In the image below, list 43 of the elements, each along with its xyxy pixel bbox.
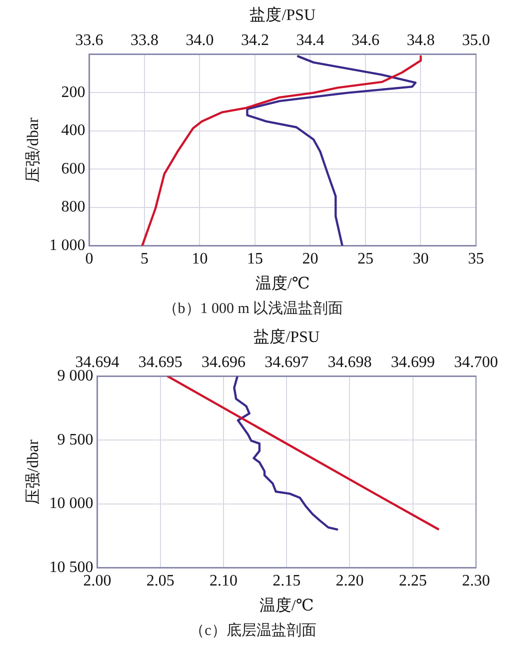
y-axis-title: 压强/dbar — [24, 438, 42, 504]
y-tick-label: 9 500 — [57, 431, 94, 448]
x2-tick-label: 34.696 — [201, 354, 246, 372]
y-tick-label: 10 000 — [49, 495, 94, 512]
x-axis-title: 温度/℃ — [255, 274, 310, 293]
x-tick-label: 2.30 — [462, 572, 490, 590]
x-tick-label: 20 — [302, 250, 318, 268]
x2-axis-title: 盐度/PSU — [254, 328, 320, 346]
x-tick-label: 15 — [246, 250, 263, 268]
x2-tick-label: 34.699 — [390, 354, 435, 372]
x2-tick-label: 34.2 — [240, 32, 269, 50]
x2-tick-label: 33.8 — [130, 32, 158, 50]
y-axis-title: 压强/dbar — [24, 116, 42, 182]
x-axis-title: 温度/℃ — [259, 596, 314, 615]
x-tick-label: 2.20 — [336, 572, 364, 590]
x2-tick-label: 34.700 — [454, 354, 498, 372]
x2-tick-label: 34.695 — [138, 354, 182, 372]
y-tick-label: 600 — [61, 160, 86, 178]
x2-tick-label: 34.0 — [186, 32, 214, 50]
x-tick-label: 25 — [357, 250, 374, 268]
x-tick-label: 0 — [85, 250, 94, 268]
x2-tick-label: 34.6 — [351, 32, 380, 50]
y-tick-label: 200 — [61, 84, 86, 101]
x2-axis-title: 盐度/PSU — [250, 6, 316, 24]
x2-tick-label: 34.698 — [328, 354, 372, 372]
x2-tick-label: 35.0 — [462, 32, 490, 50]
y-tick-label: 1 000 — [49, 236, 86, 254]
text: （c）底层温盐剖面 — [188, 621, 318, 641]
x-tick-label: 2.10 — [209, 572, 238, 590]
x-tick-label: 5 — [140, 250, 148, 268]
y-tick-label: 800 — [61, 198, 86, 216]
x2-tick-label: 33.6 — [75, 32, 104, 50]
x2-tick-label: 34.4 — [296, 32, 324, 50]
x-tick-label: 10 — [192, 250, 208, 268]
x-tick-label: 2.25 — [398, 572, 427, 590]
x-tick-label: 30 — [412, 250, 429, 268]
x-tick-label: 2.05 — [146, 572, 174, 590]
y-tick-label: 400 — [61, 122, 86, 140]
text: （b）1 000 m 以浅温盐剖面 — [162, 300, 344, 319]
x2-tick-label: 34.697 — [264, 354, 309, 372]
x-tick-label: 2.15 — [272, 572, 301, 590]
x2-tick-label: 34.8 — [406, 32, 435, 50]
x-tick-label: 35 — [468, 250, 484, 268]
